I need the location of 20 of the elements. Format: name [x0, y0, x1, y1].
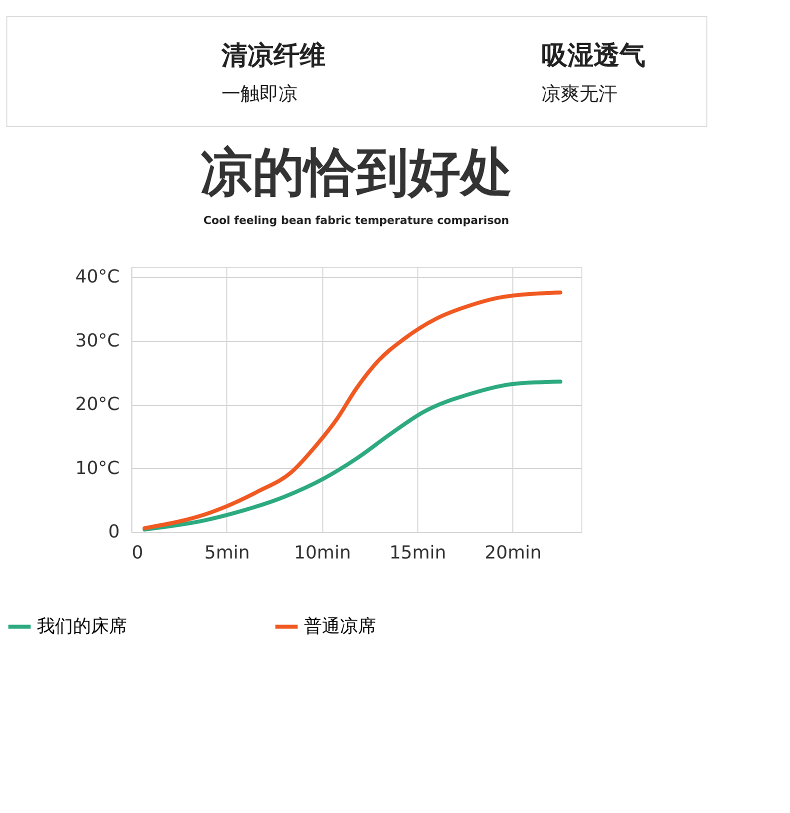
x-tick-label: 20min	[484, 542, 542, 564]
x-tick-label: 15min	[389, 542, 446, 564]
y-tick-label: 30°C	[75, 330, 120, 352]
legend-label: 普通凉席	[304, 616, 376, 637]
text: 凉爽无汗	[541, 83, 618, 105]
x-tick-label: 5min	[204, 542, 250, 564]
y-tick-label: 10°C	[75, 458, 120, 479]
x-tick-label: 10min	[294, 542, 351, 564]
chart-subtitle: Cool feeling bean fabric temperature comparison	[203, 214, 510, 227]
line-series	[142, 380, 562, 532]
line-series	[142, 290, 562, 530]
y-tick-label: 40°C	[75, 266, 120, 288]
x-tick-label: 0	[132, 542, 144, 564]
y-tick-label: 0	[108, 522, 120, 542]
legend-label: 我们的床席	[37, 616, 127, 637]
text: 清凉纤维	[220, 41, 326, 71]
chart-title: 凉的恰到好处	[200, 143, 512, 203]
y-tick-label: 20°C	[75, 394, 120, 416]
text: 吸湿透气	[541, 41, 646, 71]
text: 一触即凉	[221, 83, 298, 105]
